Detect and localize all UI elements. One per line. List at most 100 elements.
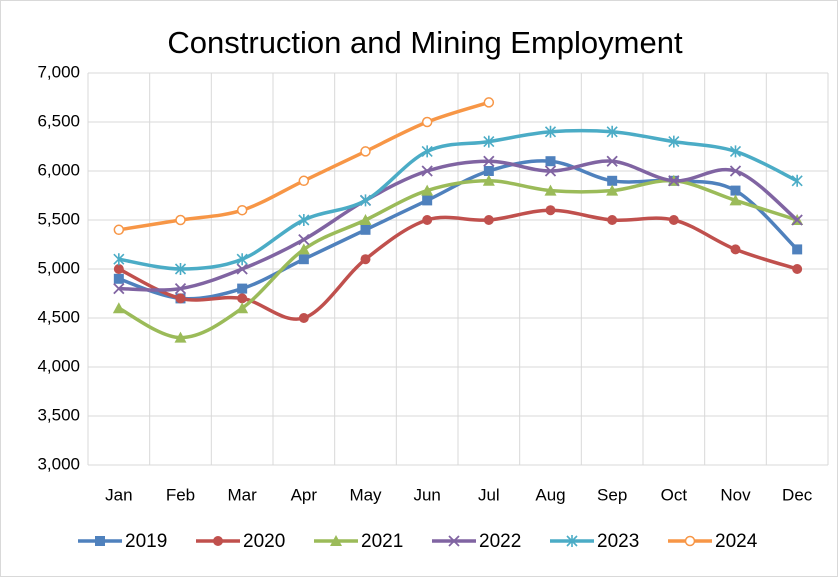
y-tick-label: 5,500 bbox=[37, 209, 80, 228]
marker bbox=[95, 536, 105, 546]
x-tick-label: May bbox=[349, 485, 382, 504]
marker bbox=[236, 263, 248, 275]
x-tick-label: Feb bbox=[166, 485, 195, 504]
legend: 2019 2020 2021 2022 2023 2024 bbox=[78, 531, 758, 552]
marker bbox=[298, 254, 309, 265]
marker bbox=[113, 264, 124, 274]
legend-item: 2020 bbox=[196, 531, 285, 552]
marker bbox=[359, 194, 372, 207]
y-tick-label: 3,000 bbox=[37, 454, 80, 473]
marker bbox=[330, 535, 342, 546]
marker bbox=[668, 175, 680, 187]
legend-item: 2019 bbox=[78, 531, 167, 552]
marker bbox=[483, 97, 495, 108]
marker bbox=[113, 273, 124, 284]
y-tick-label: 6,000 bbox=[37, 160, 80, 179]
marker bbox=[298, 175, 310, 187]
legend-label: 2019 bbox=[125, 531, 167, 552]
marker bbox=[422, 195, 433, 206]
marker bbox=[791, 214, 803, 226]
marker bbox=[483, 166, 494, 176]
marker bbox=[113, 224, 125, 236]
marker bbox=[545, 205, 556, 216]
marker bbox=[448, 535, 460, 547]
marker bbox=[729, 194, 742, 206]
legend-label: 2022 bbox=[479, 531, 521, 552]
x-tick-label: Jun bbox=[413, 485, 440, 504]
marker bbox=[421, 145, 433, 158]
legend-label: 2020 bbox=[243, 531, 285, 552]
y-tick-label: 5,000 bbox=[37, 258, 80, 277]
y-tick-label: 6,500 bbox=[37, 111, 80, 130]
marker bbox=[482, 174, 495, 186]
x-tick-label: Dec bbox=[782, 485, 813, 504]
marker bbox=[422, 215, 433, 225]
marker bbox=[668, 135, 680, 148]
marker bbox=[607, 175, 618, 186]
marker bbox=[607, 215, 618, 225]
marker bbox=[729, 145, 742, 158]
marker bbox=[297, 243, 310, 255]
marker bbox=[298, 214, 310, 226]
marker bbox=[421, 165, 433, 177]
marker bbox=[544, 184, 557, 196]
y-tick-label: 4,500 bbox=[37, 307, 80, 326]
marker bbox=[792, 244, 803, 255]
marker bbox=[174, 263, 187, 275]
marker bbox=[544, 165, 557, 177]
legend-label: 2024 bbox=[715, 531, 758, 552]
marker bbox=[175, 293, 186, 304]
marker bbox=[684, 535, 696, 547]
x-tick-label: Jul bbox=[478, 485, 500, 504]
marker bbox=[668, 215, 679, 225]
legend-item: 2021 bbox=[314, 531, 403, 552]
marker bbox=[421, 116, 433, 128]
marker bbox=[360, 146, 371, 157]
marker bbox=[545, 156, 556, 167]
chart-title: Construction and Mining Employment bbox=[167, 25, 683, 60]
marker bbox=[237, 293, 248, 304]
marker bbox=[606, 125, 618, 138]
legend-item: 2022 bbox=[432, 531, 521, 552]
marker bbox=[483, 215, 494, 225]
x-tick-label: Sep bbox=[597, 485, 627, 504]
marker bbox=[174, 331, 187, 343]
marker bbox=[544, 125, 557, 138]
marker bbox=[730, 244, 741, 255]
series-line bbox=[118, 159, 799, 292]
marker bbox=[606, 155, 618, 167]
marker bbox=[606, 184, 619, 196]
marker bbox=[298, 313, 309, 323]
marker bbox=[236, 302, 249, 314]
marker bbox=[566, 535, 578, 547]
marker bbox=[360, 224, 371, 235]
marker bbox=[730, 185, 741, 196]
series-line bbox=[118, 208, 798, 321]
x-tick-label: Jan bbox=[105, 485, 132, 504]
legend-label: 2023 bbox=[597, 531, 639, 552]
marker bbox=[791, 174, 803, 187]
x-tick-label: Mar bbox=[228, 485, 258, 504]
marker bbox=[236, 253, 248, 266]
marker bbox=[237, 283, 248, 294]
legend-item: 2023 bbox=[550, 531, 639, 552]
marker bbox=[113, 253, 125, 266]
y-tick-label: 3,500 bbox=[37, 405, 80, 424]
marker bbox=[298, 233, 310, 246]
marker bbox=[483, 155, 495, 167]
legend-label: 2021 bbox=[361, 531, 403, 552]
x-tick-label: Nov bbox=[720, 485, 751, 504]
legend-item: 2024 bbox=[668, 531, 758, 552]
marker bbox=[236, 204, 248, 216]
marker bbox=[175, 214, 186, 226]
y-tick-label: 7,000 bbox=[37, 62, 80, 81]
marker bbox=[213, 536, 223, 546]
y-tick-label: 4,000 bbox=[37, 356, 80, 375]
x-tick-label: Aug bbox=[535, 485, 565, 504]
marker bbox=[359, 214, 372, 225]
x-tick-label: Apr bbox=[291, 485, 318, 504]
marker bbox=[729, 165, 742, 177]
marker bbox=[112, 302, 125, 314]
marker bbox=[792, 264, 803, 274]
